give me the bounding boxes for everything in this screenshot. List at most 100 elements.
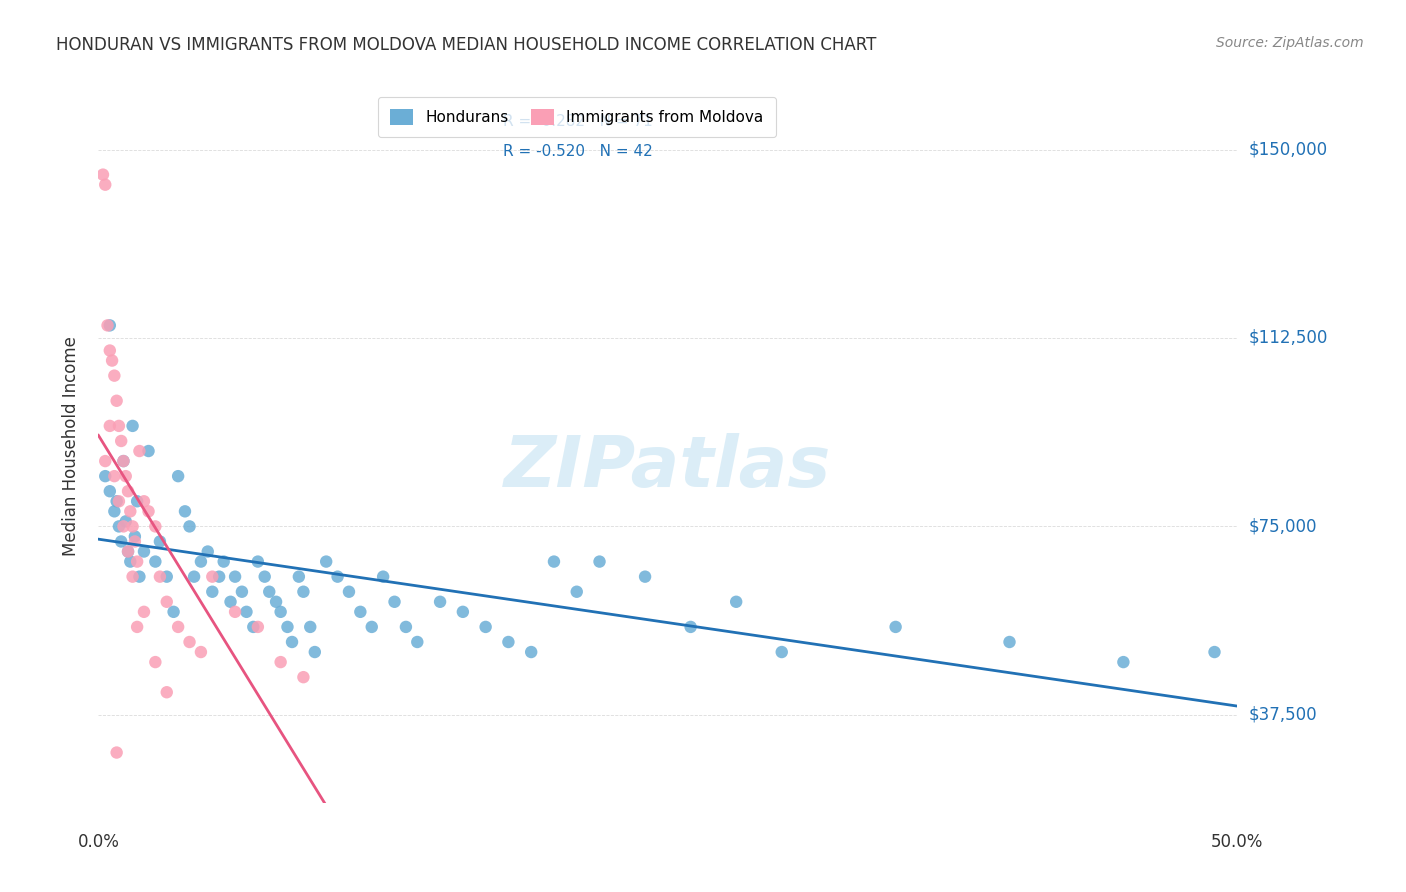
Text: 0.0%: 0.0%: [77, 833, 120, 851]
Point: [292, 670, 315, 684]
Point: [108, 418, 131, 433]
Point: [264, 595, 287, 609]
Point: [127, 620, 149, 634]
Point: [174, 504, 197, 518]
Text: $75,000: $75,000: [1249, 517, 1317, 535]
Point: [105, 393, 128, 408]
Point: [117, 544, 139, 558]
Point: [138, 444, 160, 458]
Point: [127, 555, 149, 569]
Point: [149, 569, 172, 583]
Point: [224, 605, 246, 619]
Point: [384, 595, 406, 609]
Point: [224, 569, 246, 583]
Point: [242, 620, 264, 634]
Point: [231, 584, 253, 599]
Point: [253, 569, 276, 583]
Point: [219, 595, 242, 609]
Point: [1112, 655, 1135, 669]
Point: [1204, 645, 1226, 659]
Point: [120, 504, 142, 518]
Point: [108, 519, 131, 533]
Point: [371, 569, 394, 583]
Point: [132, 494, 155, 508]
Point: [270, 655, 292, 669]
Point: [94, 454, 117, 468]
Y-axis label: Median Household Income: Median Household Income: [62, 336, 80, 556]
Text: HONDURAN VS IMMIGRANTS FROM MOLDOVA MEDIAN HOUSEHOLD INCOME CORRELATION CHART: HONDURAN VS IMMIGRANTS FROM MOLDOVA MEDI…: [56, 36, 876, 54]
Point: [360, 620, 382, 634]
Point: [299, 620, 322, 634]
Point: [406, 635, 429, 649]
Point: [156, 595, 179, 609]
Point: [117, 544, 139, 558]
Point: [337, 584, 360, 599]
Point: [270, 605, 292, 619]
Point: [156, 685, 179, 699]
Point: [770, 645, 793, 659]
Point: [110, 434, 132, 448]
Point: [167, 469, 190, 483]
Point: [281, 635, 304, 649]
Point: [112, 454, 135, 468]
Point: [179, 635, 201, 649]
Point: [304, 645, 326, 659]
Point: [112, 519, 135, 533]
Point: [121, 569, 143, 583]
Legend: Hondurans, Immigrants from Moldova: Hondurans, Immigrants from Moldova: [378, 97, 776, 137]
Point: [103, 469, 125, 483]
Point: [179, 519, 201, 533]
Point: [108, 494, 131, 508]
Point: [121, 519, 143, 533]
Point: [998, 635, 1021, 649]
Point: [156, 569, 179, 583]
Point: [98, 343, 121, 358]
Point: [105, 746, 128, 760]
Point: [91, 168, 114, 182]
Point: [167, 620, 190, 634]
Point: [588, 555, 610, 569]
Point: [183, 569, 205, 583]
Point: [474, 620, 496, 634]
Point: [679, 620, 702, 634]
Point: [114, 515, 136, 529]
Point: [110, 534, 132, 549]
Point: [201, 584, 224, 599]
Point: [98, 418, 121, 433]
Point: [276, 620, 298, 634]
Point: [105, 494, 128, 508]
Point: [94, 469, 117, 483]
Point: [114, 469, 136, 483]
Point: [120, 555, 142, 569]
Point: [112, 454, 135, 468]
Point: [235, 605, 257, 619]
Point: [565, 584, 588, 599]
Point: [162, 605, 184, 619]
Text: $37,500: $37,500: [1249, 706, 1317, 723]
Point: [149, 534, 172, 549]
Point: [634, 569, 657, 583]
Point: [246, 620, 269, 634]
Point: [326, 569, 349, 583]
Point: [429, 595, 451, 609]
Point: [395, 620, 418, 634]
Text: ZIPatlas: ZIPatlas: [505, 433, 831, 502]
Point: [498, 635, 520, 649]
Point: [145, 655, 167, 669]
Point: [124, 534, 146, 549]
Text: $112,500: $112,500: [1249, 329, 1327, 347]
Point: [292, 584, 315, 599]
Point: [94, 178, 117, 192]
Point: [725, 595, 748, 609]
Text: Source: ZipAtlas.com: Source: ZipAtlas.com: [1216, 36, 1364, 50]
Text: 50.0%: 50.0%: [1211, 833, 1264, 851]
Point: [212, 555, 235, 569]
Point: [127, 494, 149, 508]
Point: [190, 645, 212, 659]
Point: [288, 569, 311, 583]
Point: [520, 645, 543, 659]
Point: [128, 444, 150, 458]
Point: [246, 555, 269, 569]
Point: [145, 555, 167, 569]
Point: [121, 418, 143, 433]
